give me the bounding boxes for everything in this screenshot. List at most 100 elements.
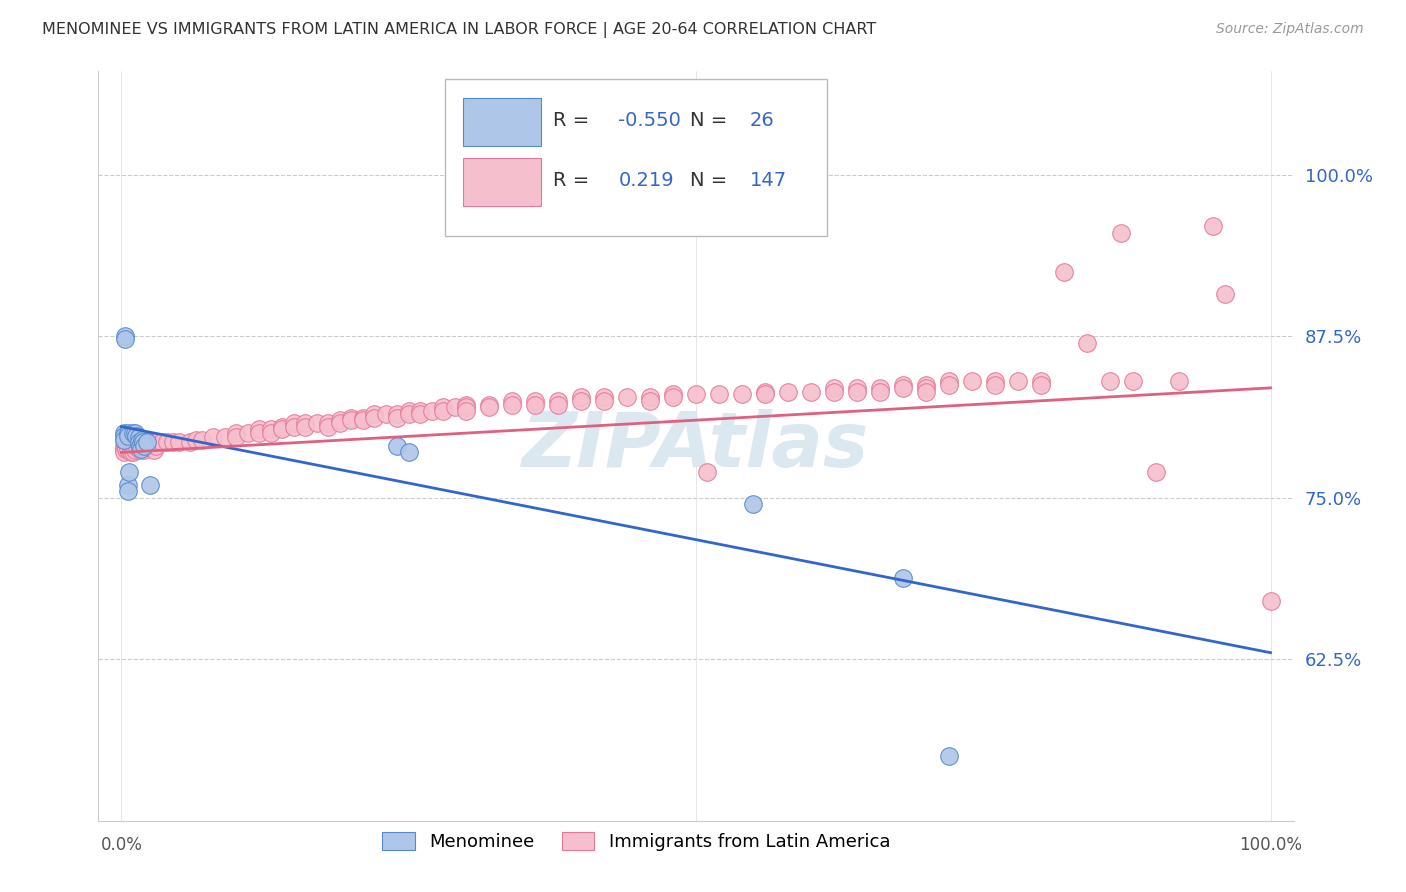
- Point: [593, 393, 616, 408]
- Point: [162, 435, 184, 450]
- Point: [294, 416, 316, 430]
- Point: [112, 445, 135, 459]
- Point: [120, 445, 142, 459]
- Point: [142, 442, 165, 457]
- Point: [1167, 375, 1189, 389]
- Point: [569, 390, 592, 404]
- Point: [184, 433, 207, 447]
- Point: [135, 436, 157, 450]
- Point: [1202, 219, 1225, 234]
- Point: [696, 465, 718, 479]
- Point: [145, 439, 167, 453]
- Point: [352, 410, 374, 425]
- Point: [501, 398, 523, 412]
- Point: [456, 401, 478, 415]
- Point: [247, 422, 270, 436]
- Point: [142, 435, 165, 450]
- Point: [117, 484, 139, 499]
- Point: [131, 436, 153, 450]
- Point: [124, 426, 146, 441]
- Point: [662, 387, 685, 401]
- Point: [914, 378, 936, 392]
- Point: [179, 435, 201, 450]
- Point: [247, 426, 270, 441]
- Point: [984, 378, 1007, 392]
- Point: [112, 439, 135, 453]
- Point: [128, 439, 150, 453]
- Text: -0.550: -0.550: [619, 111, 681, 129]
- Point: [1144, 465, 1167, 479]
- Point: [112, 426, 135, 441]
- Point: [662, 390, 685, 404]
- Text: 0.219: 0.219: [619, 170, 673, 189]
- Point: [638, 390, 661, 404]
- Point: [122, 426, 145, 441]
- Point: [914, 384, 936, 399]
- Point: [117, 426, 139, 441]
- Point: [1007, 375, 1029, 389]
- Point: [478, 398, 501, 412]
- Text: R =: R =: [553, 170, 595, 189]
- Point: [374, 407, 396, 421]
- Point: [118, 465, 141, 479]
- Point: [1109, 226, 1132, 240]
- Point: [340, 410, 363, 425]
- Point: [260, 426, 283, 441]
- Point: [202, 430, 225, 444]
- Point: [432, 404, 454, 418]
- Point: [132, 435, 155, 450]
- Point: [114, 332, 136, 346]
- Point: [616, 390, 638, 404]
- Point: [115, 435, 138, 450]
- Point: [191, 433, 214, 447]
- Point: [135, 435, 157, 450]
- Point: [117, 442, 139, 456]
- Text: N =: N =: [690, 170, 734, 189]
- Point: [823, 381, 845, 395]
- Point: [524, 393, 547, 408]
- Point: [145, 435, 167, 450]
- Point: [112, 433, 135, 447]
- Point: [135, 440, 157, 454]
- Point: [731, 387, 754, 401]
- Point: [134, 435, 156, 450]
- Point: [139, 439, 162, 453]
- Point: [112, 428, 135, 442]
- Point: [385, 407, 409, 421]
- Point: [363, 410, 385, 425]
- Point: [214, 430, 236, 444]
- Point: [443, 401, 465, 415]
- Point: [120, 439, 142, 453]
- Point: [409, 407, 432, 421]
- Text: 100.0%: 100.0%: [1239, 836, 1302, 855]
- Point: [112, 433, 135, 447]
- Point: [225, 430, 247, 444]
- Point: [363, 407, 385, 421]
- Point: [139, 435, 162, 450]
- Point: [125, 428, 148, 442]
- Point: [385, 439, 409, 453]
- Point: [120, 435, 142, 450]
- Point: [305, 416, 328, 430]
- Point: [134, 439, 156, 453]
- Text: R =: R =: [553, 111, 595, 129]
- FancyBboxPatch shape: [446, 78, 827, 236]
- Point: [128, 439, 150, 453]
- Point: [127, 436, 149, 450]
- Point: [800, 384, 823, 399]
- Point: [1122, 375, 1144, 389]
- Point: [122, 439, 145, 453]
- Point: [128, 435, 150, 450]
- Text: ZIPAtlas: ZIPAtlas: [522, 409, 870, 483]
- Point: [593, 390, 616, 404]
- Point: [398, 445, 420, 459]
- Point: [938, 378, 960, 392]
- Point: [891, 378, 914, 392]
- Point: [1029, 378, 1052, 392]
- Point: [236, 426, 259, 441]
- Point: [271, 419, 294, 434]
- Point: [128, 442, 150, 457]
- Point: [432, 401, 454, 415]
- Point: [329, 413, 352, 427]
- Point: [845, 381, 868, 395]
